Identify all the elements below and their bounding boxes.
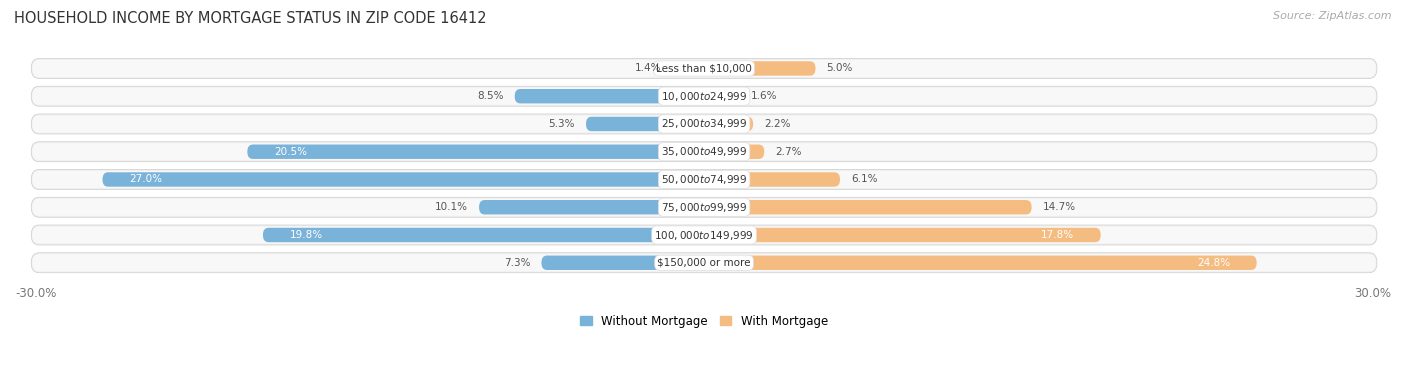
Text: $10,000 to $24,999: $10,000 to $24,999 <box>661 90 747 103</box>
Text: 19.8%: 19.8% <box>290 230 323 240</box>
Text: 10.1%: 10.1% <box>434 202 468 212</box>
Text: 1.6%: 1.6% <box>751 91 778 101</box>
Text: 2.2%: 2.2% <box>765 119 790 129</box>
Text: 6.1%: 6.1% <box>851 175 877 184</box>
Text: $25,000 to $34,999: $25,000 to $34,999 <box>661 118 747 130</box>
FancyBboxPatch shape <box>31 142 1376 162</box>
FancyBboxPatch shape <box>31 59 1376 79</box>
Text: 17.8%: 17.8% <box>1040 230 1074 240</box>
Text: 5.3%: 5.3% <box>548 119 575 129</box>
FancyBboxPatch shape <box>704 172 839 187</box>
Text: Source: ZipAtlas.com: Source: ZipAtlas.com <box>1274 11 1392 21</box>
FancyBboxPatch shape <box>704 61 815 76</box>
FancyBboxPatch shape <box>515 89 704 104</box>
Text: 27.0%: 27.0% <box>129 175 162 184</box>
FancyBboxPatch shape <box>479 200 704 214</box>
Text: 20.5%: 20.5% <box>274 147 307 157</box>
FancyBboxPatch shape <box>103 172 704 187</box>
FancyBboxPatch shape <box>31 225 1376 245</box>
Text: $50,000 to $74,999: $50,000 to $74,999 <box>661 173 747 186</box>
FancyBboxPatch shape <box>31 197 1376 217</box>
FancyBboxPatch shape <box>32 143 1376 160</box>
FancyBboxPatch shape <box>263 228 704 242</box>
FancyBboxPatch shape <box>32 88 1376 105</box>
FancyBboxPatch shape <box>31 169 1376 189</box>
Text: 24.8%: 24.8% <box>1197 258 1230 268</box>
Text: $150,000 or more: $150,000 or more <box>658 258 751 268</box>
Text: $75,000 to $99,999: $75,000 to $99,999 <box>661 201 747 214</box>
FancyBboxPatch shape <box>541 256 704 270</box>
FancyBboxPatch shape <box>32 60 1376 77</box>
FancyBboxPatch shape <box>704 144 765 159</box>
Text: 7.3%: 7.3% <box>503 258 530 268</box>
FancyBboxPatch shape <box>704 256 1257 270</box>
FancyBboxPatch shape <box>32 171 1376 188</box>
FancyBboxPatch shape <box>704 200 1032 214</box>
FancyBboxPatch shape <box>32 226 1376 243</box>
Text: $100,000 to $149,999: $100,000 to $149,999 <box>654 228 754 242</box>
FancyBboxPatch shape <box>704 89 740 104</box>
Text: 14.7%: 14.7% <box>1043 202 1076 212</box>
Legend: Without Mortgage, With Mortgage: Without Mortgage, With Mortgage <box>581 314 828 328</box>
FancyBboxPatch shape <box>704 117 754 131</box>
FancyBboxPatch shape <box>704 228 1101 242</box>
Text: Less than $10,000: Less than $10,000 <box>657 64 752 73</box>
FancyBboxPatch shape <box>32 198 1376 216</box>
Text: 1.4%: 1.4% <box>636 64 662 73</box>
FancyBboxPatch shape <box>32 115 1376 133</box>
FancyBboxPatch shape <box>586 117 704 131</box>
FancyBboxPatch shape <box>31 114 1376 134</box>
FancyBboxPatch shape <box>247 144 704 159</box>
FancyBboxPatch shape <box>32 254 1376 271</box>
Text: $35,000 to $49,999: $35,000 to $49,999 <box>661 145 747 158</box>
Text: 2.7%: 2.7% <box>775 147 801 157</box>
FancyBboxPatch shape <box>31 86 1376 106</box>
Text: 8.5%: 8.5% <box>477 91 503 101</box>
FancyBboxPatch shape <box>31 253 1376 273</box>
Text: 5.0%: 5.0% <box>827 64 853 73</box>
Text: HOUSEHOLD INCOME BY MORTGAGE STATUS IN ZIP CODE 16412: HOUSEHOLD INCOME BY MORTGAGE STATUS IN Z… <box>14 11 486 26</box>
FancyBboxPatch shape <box>673 61 704 76</box>
